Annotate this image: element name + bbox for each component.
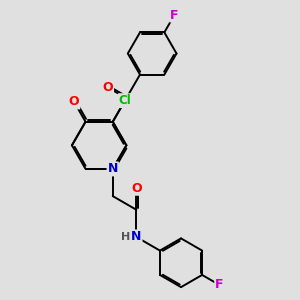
Text: N: N <box>131 230 142 244</box>
Text: Cl: Cl <box>118 94 131 107</box>
Text: N: N <box>108 162 118 176</box>
Text: O: O <box>131 182 142 195</box>
Text: O: O <box>102 81 113 94</box>
Text: H: H <box>121 232 130 242</box>
Text: F: F <box>170 8 178 22</box>
Text: O: O <box>69 95 80 108</box>
Text: F: F <box>215 278 224 292</box>
